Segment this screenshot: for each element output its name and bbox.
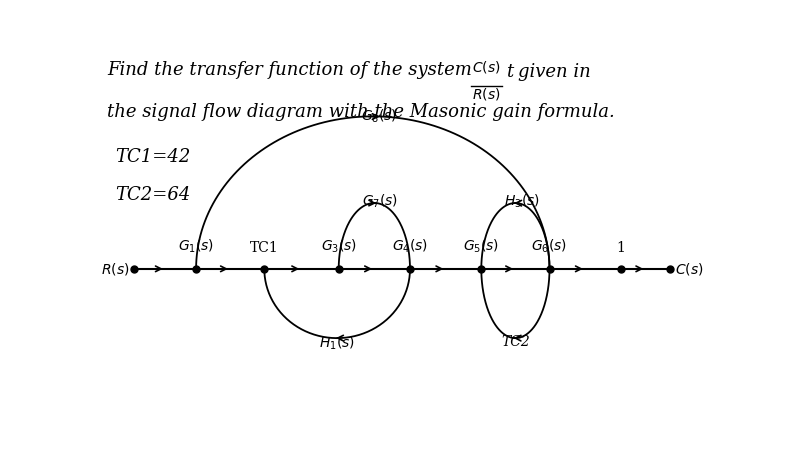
Text: $R(s)$: $R(s)$ [472,86,501,102]
Text: TC1: TC1 [250,241,278,255]
Text: $G_4(s)$: $G_4(s)$ [392,238,428,255]
Text: TC2: TC2 [501,335,530,349]
Text: $G_8(s)$: $G_8(s)$ [361,108,397,125]
Text: $G_6(s)$: $G_6(s)$ [531,238,567,255]
Text: $G_1(s)$: $G_1(s)$ [178,238,214,255]
Text: $H_3(s)$: $H_3(s)$ [504,193,539,210]
Text: TC2=64: TC2=64 [115,186,191,204]
Text: the signal flow diagram with the Masonic gain formula.: the signal flow diagram with the Masonic… [107,103,615,121]
Text: $G_5(s)$: $G_5(s)$ [463,238,499,255]
Text: $R(s)$: $R(s)$ [101,261,129,277]
Text: $G_3(s)$: $G_3(s)$ [321,238,357,255]
Text: TC1=42: TC1=42 [115,148,191,166]
Text: $C(s)$: $C(s)$ [472,59,501,75]
Text: given in: given in [518,63,591,81]
Text: t: t [506,63,514,81]
Text: $G_7(s)$: $G_7(s)$ [362,193,398,210]
Text: $H_1(s)$: $H_1(s)$ [319,335,355,352]
Text: $C(s)$: $C(s)$ [675,261,704,277]
Text: 1: 1 [616,241,626,255]
Text: Find the transfer function of the system: Find the transfer function of the system [107,61,472,79]
